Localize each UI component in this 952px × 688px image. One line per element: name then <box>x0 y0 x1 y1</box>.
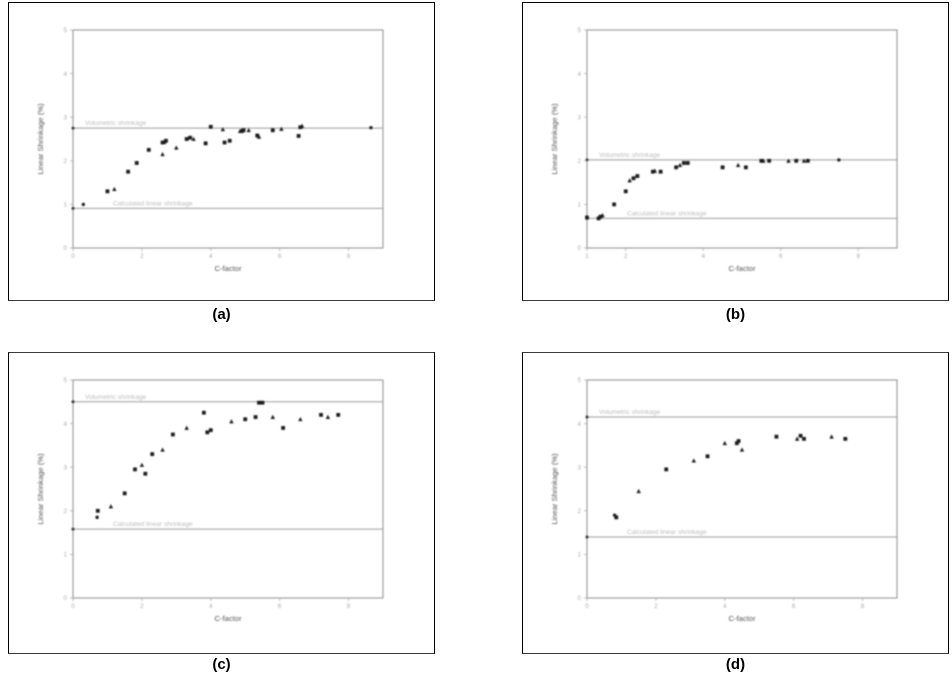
svg-text:3: 3 <box>63 114 67 121</box>
svg-text:2: 2 <box>577 508 581 515</box>
svg-text:0: 0 <box>63 595 67 602</box>
svg-text:1: 1 <box>63 202 67 209</box>
svg-text:Linear Shrinkage (%): Linear Shrinkage (%) <box>550 453 559 525</box>
svg-text:6: 6 <box>278 253 282 260</box>
svg-text:Linear Shrinkage (%): Linear Shrinkage (%) <box>36 453 45 525</box>
svg-text:1: 1 <box>585 253 589 260</box>
svg-text:8: 8 <box>861 603 865 610</box>
svg-text:C-factor: C-factor <box>728 614 755 623</box>
svg-text:0: 0 <box>577 595 581 602</box>
svg-text:C-factor: C-factor <box>728 264 755 273</box>
svg-text:4: 4 <box>63 71 67 78</box>
svg-text:Calculated linear shrinkage: Calculated linear shrinkage <box>627 529 707 536</box>
svg-text:4: 4 <box>63 421 67 428</box>
svg-text:4: 4 <box>723 603 727 610</box>
svg-text:4: 4 <box>209 253 213 260</box>
svg-text:8: 8 <box>347 253 351 260</box>
svg-text:1: 1 <box>577 202 581 209</box>
svg-text:2: 2 <box>577 158 581 165</box>
svg-text:2: 2 <box>624 253 628 260</box>
svg-text:C-factor: C-factor <box>214 264 241 273</box>
svg-text:2: 2 <box>63 508 67 515</box>
svg-text:Calculated linear shrinkage: Calculated linear shrinkage <box>113 521 193 528</box>
svg-text:5: 5 <box>63 27 67 34</box>
svg-text:3: 3 <box>63 464 67 471</box>
svg-text:6: 6 <box>278 603 282 610</box>
svg-text:5: 5 <box>63 377 67 384</box>
svg-text:1: 1 <box>577 552 581 559</box>
svg-text:4: 4 <box>701 253 705 260</box>
svg-text:2: 2 <box>140 253 144 260</box>
svg-text:6: 6 <box>779 253 783 260</box>
svg-text:4: 4 <box>577 71 581 78</box>
svg-text:0: 0 <box>585 603 589 610</box>
svg-text:Linear Shrinkage (%): Linear Shrinkage (%) <box>550 103 559 175</box>
svg-text:C-factor: C-factor <box>214 614 241 623</box>
svg-text:3: 3 <box>577 464 581 471</box>
svg-text:0: 0 <box>63 245 67 252</box>
svg-text:8: 8 <box>347 603 351 610</box>
svg-text:2: 2 <box>654 603 658 610</box>
svg-text:4: 4 <box>209 603 213 610</box>
svg-text:2: 2 <box>140 603 144 610</box>
svg-text:Volumetric shrinkage: Volumetric shrinkage <box>85 120 147 127</box>
svg-text:3: 3 <box>577 114 581 121</box>
svg-text:2: 2 <box>63 158 67 165</box>
svg-text:0: 0 <box>577 245 581 252</box>
svg-text:Volumetric shrinkage: Volumetric shrinkage <box>85 394 147 401</box>
svg-text:0: 0 <box>71 603 75 610</box>
svg-text:1: 1 <box>63 552 67 559</box>
svg-text:Volumetric shrinkage: Volumetric shrinkage <box>599 152 661 159</box>
svg-text:Calculated linear shrinkage: Calculated linear shrinkage <box>113 200 193 207</box>
svg-text:Calculated linear shrinkage: Calculated linear shrinkage <box>627 210 707 217</box>
svg-text:Volumetric shrinkage: Volumetric shrinkage <box>599 409 661 416</box>
svg-text:6: 6 <box>792 603 796 610</box>
svg-text:4: 4 <box>577 421 581 428</box>
svg-text:5: 5 <box>577 377 581 384</box>
svg-text:Linear Shrinkage (%): Linear Shrinkage (%) <box>36 103 45 175</box>
svg-text:0: 0 <box>71 253 75 260</box>
svg-text:5: 5 <box>577 27 581 34</box>
svg-text:8: 8 <box>856 253 860 260</box>
